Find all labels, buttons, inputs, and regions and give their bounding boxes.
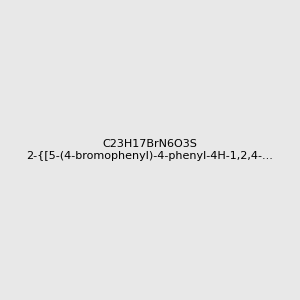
Text: C23H17BrN6O3S
2-{[5-(4-bromophenyl)-4-phenyl-4H-1,2,4-...: C23H17BrN6O3S 2-{[5-(4-bromophenyl)-4-ph… [27, 139, 273, 161]
